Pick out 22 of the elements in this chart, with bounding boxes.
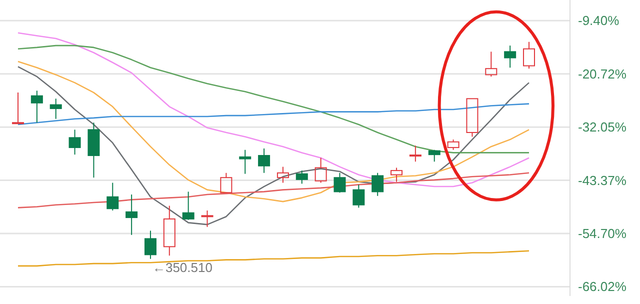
- candlestick: [390, 167, 403, 182]
- candlestick: [239, 149, 252, 174]
- line-series: [17, 172, 530, 208]
- y-tick-label: -54.70%: [578, 226, 627, 242]
- y-tick-label: -32.05%: [578, 120, 627, 135]
- candlestick: [126, 194, 138, 236]
- line-series: [17, 60, 530, 202]
- y-tick-label: -66.02%: [578, 279, 627, 294]
- candlestick: [144, 230, 156, 260]
- candlestick: [163, 205, 176, 256]
- candlestick: [88, 122, 100, 178]
- candlestick: [258, 148, 270, 174]
- annotation: ←350.510: [152, 260, 212, 275]
- y-tick-label: -20.72%: [578, 66, 627, 82]
- y-tick-label: -9.40%: [578, 13, 620, 28]
- candlestick: [276, 166, 289, 184]
- candlestick: [50, 98, 62, 120]
- candlestick: [504, 45, 516, 68]
- y-tick-label: -43.37%: [578, 172, 627, 188]
- candlestick: [30, 90, 43, 124]
- line-series: [17, 66, 530, 226]
- candlestick: [68, 129, 81, 156]
